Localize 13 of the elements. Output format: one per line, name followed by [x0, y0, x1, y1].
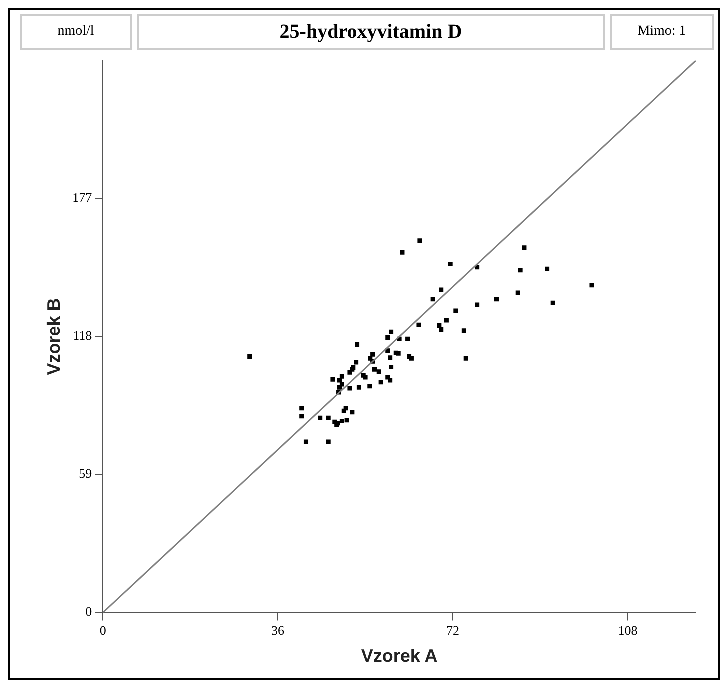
text: Mimo: 1 [610, 14, 714, 50]
y-tick-label: 118 [73, 328, 92, 344]
y-axis-title: Vzorek B [44, 298, 64, 376]
y-tick-label: 177 [72, 190, 93, 206]
y-tick-label: 0 [86, 604, 92, 620]
x-tick-label: 72 [446, 623, 460, 638]
x-tick-label: 108 [618, 623, 638, 638]
chart-title: 25-hydroxyvitamin D [137, 14, 605, 50]
x-tick-label: 36 [272, 623, 286, 638]
x-tick-label: 0 [100, 623, 106, 638]
text: nmol/l [20, 14, 132, 50]
x-axis-title: Vzorek A [361, 646, 438, 666]
y-tick-label: 59 [79, 466, 92, 482]
